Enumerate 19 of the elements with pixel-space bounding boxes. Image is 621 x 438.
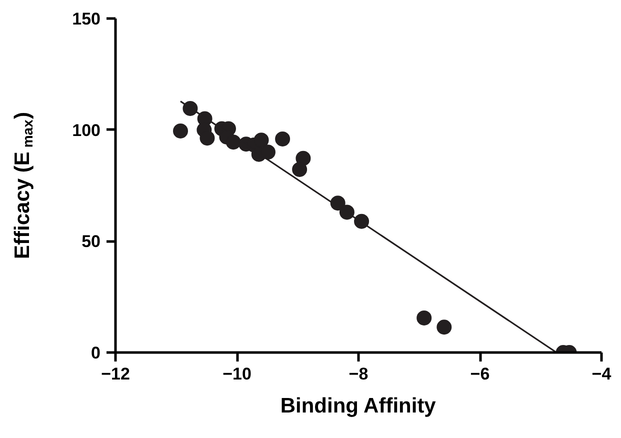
x-tick-label: −10 — [222, 364, 252, 384]
y-axis-title: Efficacy (Emax) — [11, 112, 36, 259]
x-tick-label: −12 — [101, 364, 130, 384]
y-tick-label: 150 — [72, 10, 101, 28]
point — [292, 162, 308, 177]
point — [200, 130, 215, 146]
point — [436, 320, 452, 335]
x-tick-label: −4 — [592, 364, 612, 384]
x-tick-label: −6 — [470, 364, 490, 384]
point — [173, 123, 188, 138]
point — [260, 144, 276, 160]
point — [416, 310, 432, 326]
point — [275, 131, 290, 146]
x-axis-title: Binding Affinity — [280, 394, 436, 418]
point — [254, 132, 269, 148]
y-tick-label: 100 — [72, 120, 101, 140]
y-tick-label: 0 — [91, 344, 101, 362]
y-tick-label: 50 — [82, 232, 101, 252]
x-tick-label: −8 — [348, 364, 368, 384]
